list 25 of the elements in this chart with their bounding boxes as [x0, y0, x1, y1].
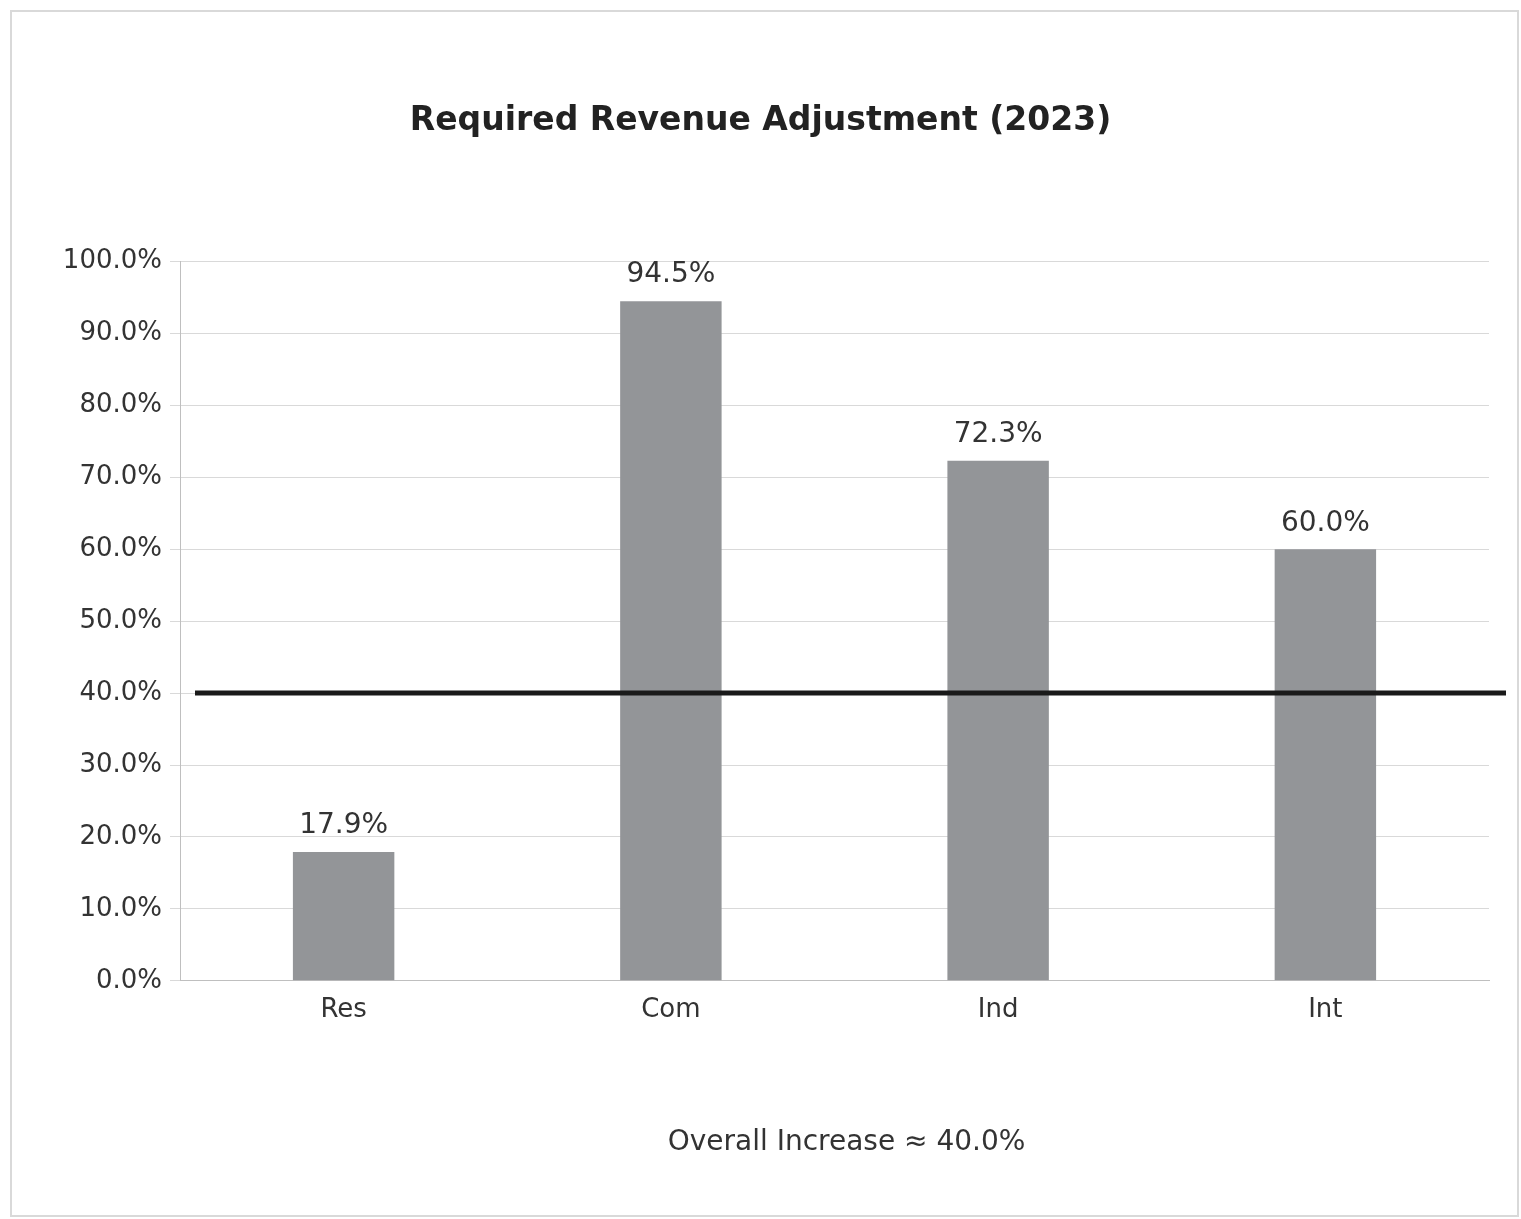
- y-tick-label: 30.0%: [79, 747, 162, 778]
- data-label: 60.0%: [1280, 504, 1370, 538]
- y-tick-label: 10.0%: [79, 891, 162, 922]
- data-label: 72.3%: [953, 416, 1043, 450]
- y-tick-label: 70.0%: [79, 460, 162, 491]
- x-tick-label: Res: [320, 993, 367, 1024]
- bar: [292, 852, 395, 981]
- data-label: 17.9%: [299, 807, 389, 841]
- x-tick-label: Com: [641, 993, 701, 1024]
- bar: [1274, 549, 1377, 981]
- y-tick-label: 80.0%: [79, 388, 162, 419]
- y-tick-label: 0.0%: [95, 963, 162, 994]
- data-label: 94.5%: [626, 256, 716, 290]
- x-tick-label: Int: [1308, 993, 1343, 1024]
- bar: [620, 301, 722, 981]
- y-tick-label: 50.0%: [79, 603, 162, 634]
- y-tick-label: 40.0%: [79, 675, 162, 706]
- chart-title: Required Revenue Adjustment (2023): [409, 99, 1112, 139]
- text: Overall Increase ≈ 40.0%: [667, 1124, 1026, 1157]
- bar: [947, 460, 1049, 981]
- y-tick-label: 20.0%: [79, 819, 162, 850]
- y-tick-label: 90.0%: [79, 316, 162, 347]
- x-tick-label: Ind: [977, 993, 1019, 1024]
- y-tick-label: 60.0%: [79, 532, 162, 563]
- y-tick-label: 100.0%: [62, 244, 162, 275]
